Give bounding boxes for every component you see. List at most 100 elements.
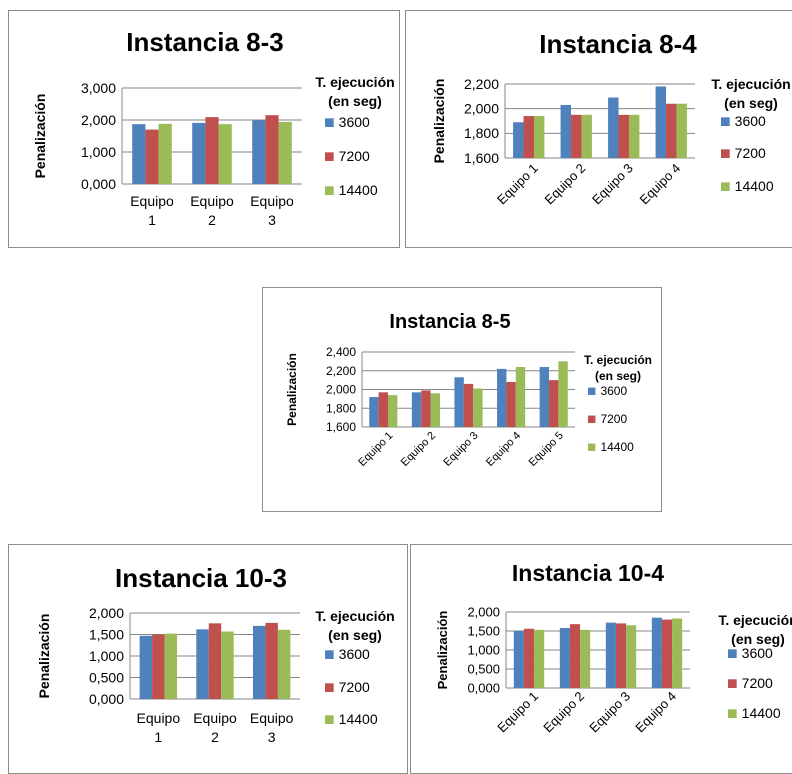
bar	[655, 86, 667, 158]
x-tick-label: Equipo 2	[193, 710, 237, 745]
y-tick-label: 1,500	[89, 626, 124, 642]
legend-label: 3600	[339, 646, 370, 662]
y-tick-label: 0,000	[81, 176, 116, 192]
x-tick-label: Equipo 4	[484, 430, 523, 469]
y-tick-label: 2,000	[467, 605, 500, 620]
x-tick-label: Equipo 2	[541, 161, 588, 208]
x-tick-label: Equipo 3	[589, 161, 636, 208]
bar	[164, 633, 178, 699]
x-tick-label: Equipo 3	[441, 430, 480, 469]
y-tick-label: 0,000	[89, 691, 124, 707]
bar	[265, 622, 278, 699]
bar	[454, 377, 464, 427]
bar	[473, 388, 483, 427]
bar	[369, 397, 379, 427]
bar	[506, 382, 516, 427]
bar	[205, 117, 219, 184]
legend-title: T. ejecución (en seg)	[315, 74, 394, 109]
x-tick-label: Equipo 1	[137, 710, 181, 745]
bar	[515, 367, 526, 427]
y-tick-label: 0,000	[467, 681, 500, 696]
y-axis-label: Penalización	[435, 611, 450, 690]
bar	[278, 121, 292, 184]
bar	[411, 392, 422, 427]
bar	[523, 116, 534, 158]
bar	[158, 123, 172, 184]
chart-title: Instancia 10-4	[512, 560, 664, 586]
y-axis-label: Penalización	[285, 353, 299, 426]
legend-title: T. ejecución (en seg)	[711, 76, 790, 111]
legend-swatch	[325, 715, 334, 724]
bar	[580, 629, 591, 688]
legend-title: T. ejecución (en seg)	[584, 353, 652, 383]
chart-instancia-10-3: Instancia 10-3 Penalización 0,000 0,500 1,00…	[8, 544, 408, 774]
legend-label: 14400	[735, 178, 774, 194]
y-tick-label: 2,000	[89, 605, 124, 621]
bar	[661, 619, 673, 688]
legend-label: 3600	[600, 384, 627, 398]
x-tick-label: Equipo 2	[540, 689, 587, 736]
x-tick-label: Equipo 4	[632, 689, 679, 736]
x-tick-label: Equipo 4	[636, 161, 683, 208]
bar	[152, 634, 165, 699]
bar	[430, 393, 440, 427]
chart-title: Instancia 8-5	[389, 311, 510, 333]
legend-label: 7200	[735, 145, 766, 161]
bar	[581, 114, 592, 158]
legend-swatch	[728, 709, 737, 718]
chart-instancia-8-3: Instancia 8-3 Penalización 0,000 1,000 2,000…	[8, 10, 400, 248]
chart-title: Instancia 8-3	[126, 27, 284, 57]
legend-swatch	[721, 149, 730, 158]
x-tick-label: Equipo 3	[586, 689, 633, 736]
bar	[513, 122, 524, 158]
bar	[672, 618, 683, 688]
chart-svg: Instancia 10-3 Penalización 0,000 0,500 1,00…	[36, 563, 395, 745]
bar	[218, 124, 232, 184]
y-tick-label: 0,500	[89, 669, 124, 685]
y-tick-label: 1,500	[467, 624, 500, 639]
chart-title: Instancia 8-4	[539, 29, 697, 59]
bar	[560, 104, 572, 158]
chart-svg: Instancia 8-5 Penalización 1,600 1,800 2,000…	[285, 311, 652, 469]
bar	[221, 631, 234, 699]
bar	[549, 380, 559, 427]
bar	[252, 120, 266, 184]
x-tick-label: Equipo 2	[190, 193, 234, 228]
bar	[571, 114, 582, 158]
bar	[618, 114, 629, 158]
bar	[666, 103, 677, 158]
chart-title: Instancia 10-3	[115, 563, 287, 593]
x-tick-label: Equipo 2	[399, 430, 438, 469]
bar	[497, 368, 507, 427]
bar	[378, 392, 388, 427]
bar	[559, 627, 570, 688]
x-tick-label: Equipo 1	[356, 430, 395, 469]
bar	[208, 623, 222, 699]
legend-swatch	[728, 679, 737, 688]
y-tick-label: 2,000	[81, 112, 116, 128]
legend-swatch	[325, 186, 334, 195]
legend-label: 3600	[339, 114, 370, 130]
x-tick-label: Equipo 1	[494, 689, 541, 736]
chart-instancia-10-4: Instancia 10-4 Penalización 0,000 0,500 1,00…	[410, 544, 792, 774]
legend-swatch	[588, 415, 596, 423]
chart-instancia-8-4: Instancia 8-4 Penalización 1,600 1,800 2,000…	[405, 10, 792, 248]
legend-swatch	[325, 683, 334, 692]
legend-label: 3600	[735, 113, 766, 129]
bar	[628, 114, 640, 158]
bar	[277, 629, 291, 699]
bar	[139, 635, 153, 699]
legend-label: 7200	[742, 675, 773, 691]
bar	[421, 390, 431, 427]
bar	[539, 367, 550, 427]
y-tick-label: 1,000	[467, 643, 500, 658]
bar	[651, 617, 662, 688]
legend-label: 14400	[339, 711, 378, 727]
bar	[265, 115, 279, 184]
x-tick-label: Equipo 1	[494, 161, 541, 208]
bar	[608, 97, 619, 158]
legend-swatch	[588, 443, 596, 451]
y-tick-label: 2,200	[464, 76, 499, 92]
y-tick-label: 1,000	[89, 648, 124, 664]
legend-label: 7200	[600, 412, 627, 426]
